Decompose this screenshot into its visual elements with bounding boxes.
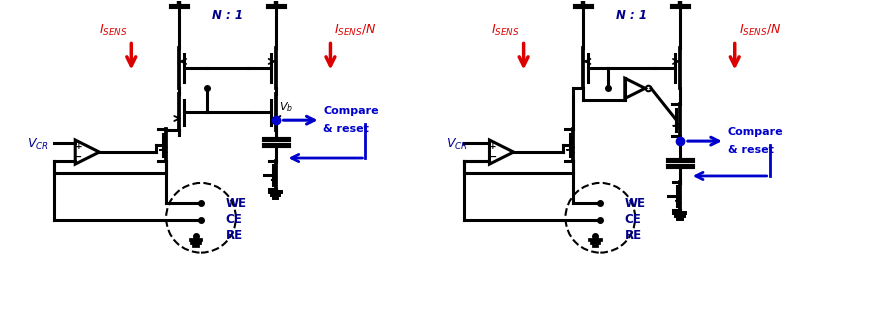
Text: $\mathit{V_b}$: $\mathit{V_b}$ [279, 100, 293, 114]
Text: $\mathit{I_{SENS}/N}$: $\mathit{I_{SENS}/N}$ [334, 22, 377, 38]
Text: & reset: & reset [323, 124, 369, 134]
Text: WE: WE [625, 197, 645, 210]
Text: +: + [75, 143, 83, 151]
Text: Compare: Compare [323, 106, 379, 116]
Text: $\mathit{I_{SENS}/N}$: $\mathit{I_{SENS}/N}$ [739, 22, 781, 38]
Text: $\mathit{V_{CR}}$: $\mathit{V_{CR}}$ [27, 137, 49, 152]
Text: WE: WE [226, 197, 246, 210]
Text: $\mathit{I_{SENS}}$: $\mathit{I_{SENS}}$ [98, 22, 127, 38]
Text: N : 1: N : 1 [212, 9, 243, 22]
Text: N : 1: N : 1 [616, 9, 647, 22]
Text: RE: RE [625, 229, 642, 243]
Text: −: − [489, 152, 496, 162]
Text: Compare: Compare [728, 127, 783, 137]
Text: $\mathit{V_{CR}}$: $\mathit{V_{CR}}$ [446, 137, 468, 152]
Text: RE: RE [226, 229, 242, 243]
Text: & reset: & reset [728, 145, 773, 155]
Text: +: + [489, 143, 496, 151]
Text: $\mathit{I_{SENS}}$: $\mathit{I_{SENS}}$ [491, 22, 520, 38]
Text: CE: CE [625, 213, 641, 226]
Text: CE: CE [226, 213, 242, 226]
Text: −: − [74, 152, 83, 162]
